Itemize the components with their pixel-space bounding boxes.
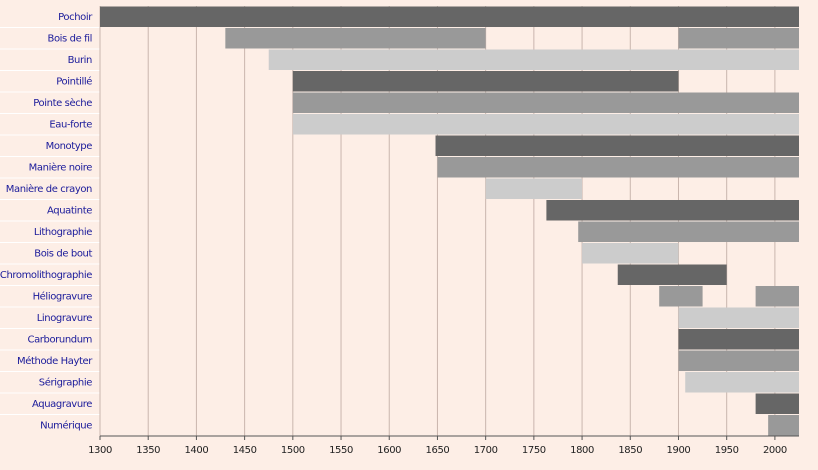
span-bar — [100, 6, 799, 27]
category-label: Méthode Hayter — [17, 355, 93, 367]
span-bar — [546, 200, 799, 221]
span-bar — [617, 264, 727, 285]
span-bar — [582, 243, 679, 264]
x-tick-label: 1900 — [667, 445, 691, 456]
span-bar — [685, 372, 799, 393]
span-bar — [755, 393, 799, 414]
x-tick-label: 1950 — [715, 445, 739, 456]
category-label: Eau-forte — [49, 119, 92, 130]
x-tick-label: 1750 — [522, 445, 546, 456]
category-label: Aquagravure — [32, 399, 92, 410]
span-bar — [678, 329, 799, 350]
x-tick-label: 1500 — [281, 445, 305, 456]
x-tick-label: 1350 — [136, 445, 160, 456]
span-bar — [435, 135, 799, 156]
x-tick-label: 2000 — [763, 445, 787, 456]
category-label: Manière noire — [29, 161, 93, 173]
x-tick-label: 1850 — [618, 445, 642, 456]
span-bar — [678, 28, 799, 49]
span-bar — [659, 286, 703, 307]
span-bar — [678, 307, 799, 328]
span-bar — [485, 178, 583, 199]
category-label: Aquatinte — [47, 205, 92, 216]
span-bar — [268, 49, 800, 70]
category-label: Linogravure — [37, 313, 93, 324]
x-tick-label: 1400 — [184, 445, 208, 456]
category-label: Chromolithographie — [0, 270, 92, 281]
x-tick-label: 1650 — [426, 445, 450, 456]
x-tick-label: 1450 — [233, 445, 257, 456]
span-bar — [755, 286, 799, 307]
category-label: Bois de bout — [34, 248, 92, 259]
x-tick-label: 1600 — [377, 445, 401, 456]
category-label: Héliogravure — [33, 290, 93, 302]
category-label: Bois de fil — [47, 33, 92, 44]
category-label: Monotype — [46, 141, 93, 152]
category-label: Sérigraphie — [39, 376, 92, 388]
span-bar — [678, 350, 799, 371]
category-label: Burin — [68, 55, 92, 66]
span-bar — [437, 157, 799, 178]
x-tick-label: 1700 — [474, 445, 498, 456]
category-label: Pochoir — [58, 12, 93, 23]
category-label: Carborundum — [27, 334, 92, 345]
category-label: Numérique — [40, 419, 92, 431]
category-label: Pointillé — [56, 75, 92, 87]
span-bar — [292, 92, 799, 113]
x-tick-label: 1300 — [88, 445, 112, 456]
span-bar — [768, 415, 799, 436]
span-bar — [292, 114, 799, 135]
category-label: Lithographie — [34, 227, 92, 238]
span-bar — [225, 28, 486, 49]
x-tick-label: 1550 — [329, 445, 353, 456]
span-bar — [292, 71, 679, 92]
span-bar — [578, 221, 799, 242]
x-tick-label: 1800 — [570, 445, 594, 456]
category-label: Manière de crayon — [6, 183, 92, 195]
category-label: Pointe sèche — [33, 97, 92, 109]
